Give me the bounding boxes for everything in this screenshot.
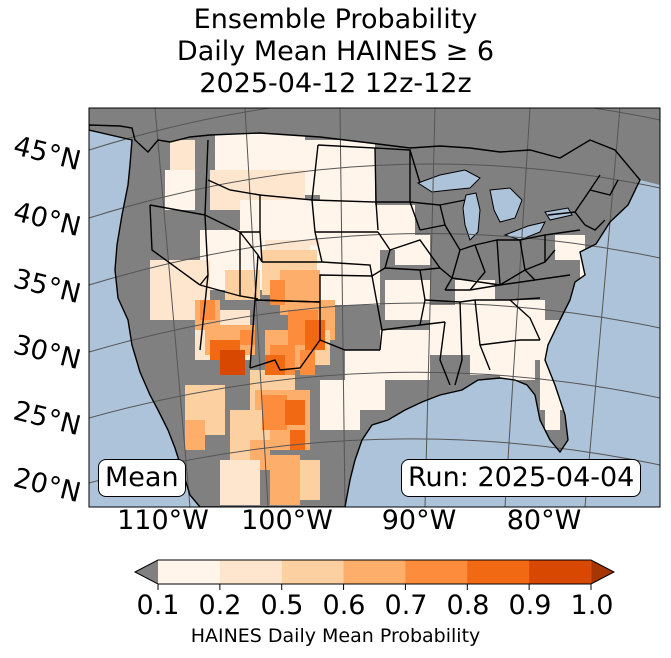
probability-cell <box>500 340 535 380</box>
probability-cell <box>300 350 315 375</box>
lake-michigan <box>462 192 481 241</box>
map-frame <box>88 107 661 508</box>
colorbar <box>133 559 616 590</box>
mean-label-box: Mean <box>98 459 186 497</box>
lon-label-110w: 110°W <box>117 505 209 536</box>
colorbar-swatch <box>343 560 406 584</box>
probability-cell <box>270 455 300 505</box>
colorbar-tick-0-1: 0.1 <box>136 590 180 621</box>
probability-cells <box>150 130 595 505</box>
title-line-1: Ensemble Probability <box>193 4 478 35</box>
canada-land <box>89 108 660 185</box>
probability-cell <box>265 355 285 375</box>
probability-cell <box>185 420 205 450</box>
title-line-3: 2025-04-12 12z-12z <box>199 68 472 99</box>
colorbar-swatch <box>467 560 530 584</box>
colorbar-swatch <box>529 560 592 584</box>
probability-cell <box>200 300 215 320</box>
colorbar-tick-0-5: 0.5 <box>260 590 304 621</box>
probability-cell <box>545 380 560 430</box>
probability-cell <box>285 400 305 425</box>
figure-title: Ensemble Probability Daily Mean HAINES ≥… <box>0 4 671 100</box>
lon-label-90w: 90°W <box>381 505 457 536</box>
probability-cell <box>430 305 470 355</box>
colorbar-over-arrow <box>591 560 614 584</box>
probability-cell <box>215 130 305 170</box>
colorbar-swatch <box>219 560 283 584</box>
state-borders <box>89 124 641 507</box>
probability-cell <box>380 330 430 380</box>
probability-cell <box>240 330 255 345</box>
colorbar-tick-0-8: 0.8 <box>446 590 490 621</box>
us-outline <box>89 124 641 507</box>
probability-cell <box>270 280 285 305</box>
colorbar-tick-1-0: 1.0 <box>570 590 614 621</box>
colorbar-tick-0-9: 0.9 <box>508 590 552 621</box>
graticule-lines <box>89 108 660 507</box>
probability-cell <box>320 380 360 430</box>
colorbar-tick-0-6: 0.6 <box>322 590 366 621</box>
colorbar-swatch <box>281 560 345 584</box>
colorbar-tick-0-2: 0.2 <box>198 590 242 621</box>
probability-cell <box>300 460 320 500</box>
probability-cell <box>290 430 305 450</box>
lake-erie <box>503 221 546 241</box>
probability-cell <box>165 170 195 210</box>
colorbar-swatch <box>158 560 221 584</box>
probability-cell <box>320 145 375 200</box>
probability-cell <box>170 140 195 170</box>
colorbar-under-arrow <box>135 560 158 584</box>
title-line-2: Daily Mean HAINES ≥ 6 <box>176 36 495 67</box>
lon-label-80w: 80°W <box>506 505 582 536</box>
great-lakes <box>416 169 573 241</box>
probability-cell <box>395 235 430 265</box>
lake-huron <box>489 187 523 223</box>
colorbar-label: HAINES Daily Mean Probability <box>190 625 481 647</box>
probability-cell <box>220 350 245 375</box>
probability-cell <box>220 460 260 505</box>
lon-label-100w: 100°W <box>241 505 333 536</box>
colorbar-tick-0-7: 0.7 <box>384 590 428 621</box>
probability-cell <box>305 320 325 350</box>
colorbar-swatch <box>405 560 468 584</box>
probability-cell <box>262 395 287 430</box>
run-date-box: Run: 2025-04-04 <box>401 459 642 497</box>
